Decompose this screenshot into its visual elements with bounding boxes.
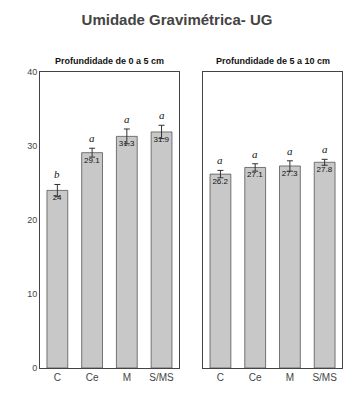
svg-text:a: a: [159, 109, 165, 121]
svg-text:31.3: 31.3: [119, 139, 135, 148]
svg-text:10: 10: [27, 289, 37, 299]
svg-text:30: 30: [27, 141, 37, 151]
svg-text:M: M: [286, 372, 294, 383]
svg-text:S/MS: S/MS: [312, 372, 337, 383]
svg-text:S/MS: S/MS: [149, 372, 174, 383]
svg-text:Umidade Gravimétrica- UG: Umidade Gravimétrica- UG: [82, 11, 273, 28]
svg-text:Ce: Ce: [249, 372, 262, 383]
svg-text:M: M: [123, 372, 131, 383]
svg-text:27.8: 27.8: [317, 165, 333, 174]
svg-text:27.1: 27.1: [247, 170, 263, 179]
svg-text:b: b: [54, 168, 60, 180]
svg-text:a: a: [124, 113, 130, 125]
svg-text:Profundidade de 0 a 5 cm: Profundidade de 0 a 5 cm: [55, 56, 164, 66]
svg-text:C: C: [217, 372, 224, 383]
svg-text:26.2: 26.2: [212, 177, 228, 186]
svg-text:40: 40: [27, 67, 37, 77]
svg-text:20: 20: [27, 215, 37, 225]
svg-text:29.1: 29.1: [84, 156, 100, 165]
svg-text:C: C: [54, 372, 61, 383]
svg-text:a: a: [89, 132, 95, 144]
svg-text:27.3: 27.3: [282, 169, 298, 178]
svg-text:24: 24: [53, 193, 62, 202]
svg-text:a: a: [217, 154, 223, 166]
svg-text:31.9: 31.9: [153, 135, 169, 144]
svg-text:a: a: [322, 143, 328, 155]
svg-text:a: a: [287, 145, 293, 157]
svg-text:Ce: Ce: [86, 372, 99, 383]
svg-text:Profundidade de 5 a 10 cm: Profundidade de 5 a 10 cm: [216, 56, 330, 66]
svg-text:a: a: [252, 148, 258, 160]
svg-text:0: 0: [32, 363, 37, 373]
